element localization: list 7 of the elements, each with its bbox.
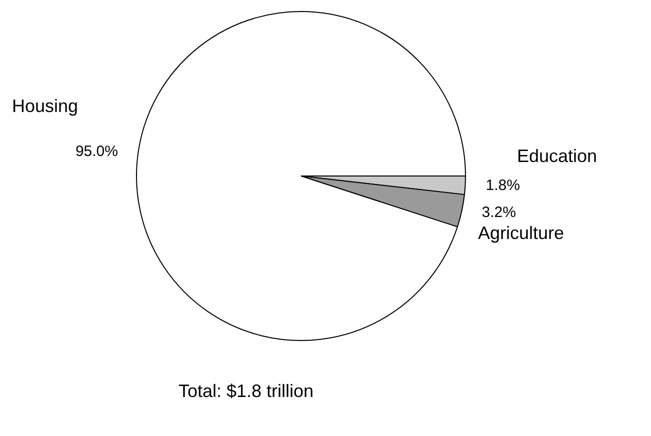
slice-label: Housing	[12, 96, 78, 116]
slice-label: Education	[517, 146, 598, 166]
data-label: 1.8%	[486, 177, 520, 194]
data-label: 95.0%	[75, 143, 118, 160]
text: Total: $1.8 trillion	[178, 380, 314, 401]
slice-label: Agriculture	[478, 222, 564, 243]
data-label: 3.2%	[482, 204, 516, 222]
